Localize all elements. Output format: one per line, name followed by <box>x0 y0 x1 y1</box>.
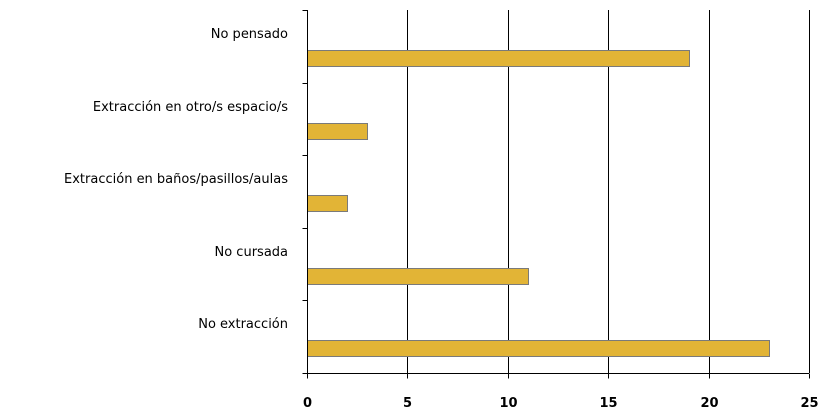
category-label: No pensado <box>211 27 288 42</box>
bar-4 <box>307 268 529 285</box>
labels: 0 5 10 15 20 25 No pensado Extracción en otro/s… <box>64 27 819 411</box>
x-tick-label: 25 <box>800 396 818 411</box>
category-label: Extracción en otro/s espacio/s <box>93 100 288 115</box>
x-tick-label: 20 <box>700 396 718 411</box>
category-label: Extracción en baños/pasillos/aulas <box>64 172 288 187</box>
bars <box>307 50 770 357</box>
x-tick-label: 0 <box>303 396 312 411</box>
gridlines <box>407 10 810 373</box>
x-tick-label: 10 <box>499 396 517 411</box>
bar-2 <box>307 123 368 140</box>
axes <box>302 10 810 379</box>
bar-5 <box>307 340 770 357</box>
bar-3 <box>307 195 348 212</box>
x-tick-label: 5 <box>403 396 412 411</box>
category-label: No cursada <box>215 245 289 260</box>
category-label: No extracción <box>198 317 288 332</box>
bar-1 <box>307 50 690 67</box>
x-tick-label: 15 <box>599 396 617 411</box>
